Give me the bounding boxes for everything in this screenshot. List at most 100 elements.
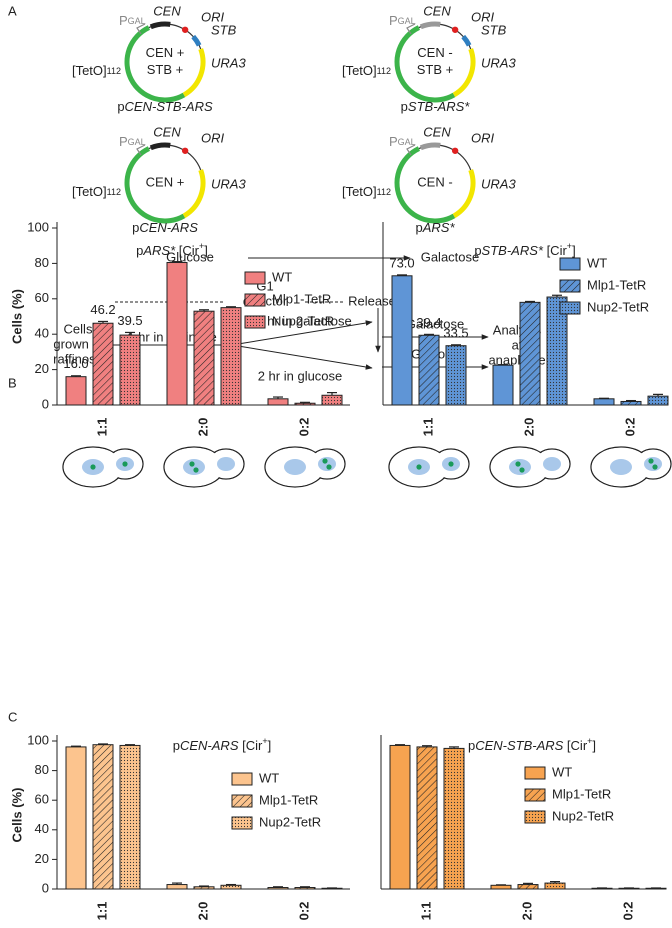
chart-title: pCEN-ARS [Cir+] [173,736,271,753]
legend-label: Mlp1-TetR [587,277,646,292]
chart-title-part: p [468,738,475,753]
promoter-label-part: P [119,13,128,28]
legend-swatch [231,794,253,808]
chart-title-part: p [474,243,481,258]
promoter-arrow [406,144,416,156]
cen-segment [149,142,171,151]
cen-segment [419,21,441,30]
error-bar [273,396,283,399]
cen-segment [149,21,171,30]
plasmid-name: pCEN-ARS [132,220,198,235]
y-tick-label: 100 [27,732,49,747]
error-bar [397,274,407,276]
y-tick-label: 20 [35,361,49,376]
teto-label: [TetO]112 [72,184,121,199]
legend-label: WT [587,255,607,270]
condition: Galactose [421,249,480,264]
bar [647,395,669,406]
bar [267,887,289,890]
x-tick-label: 2:0 [521,418,536,437]
plasmid-backbone [124,25,186,103]
bar [65,376,87,406]
teto-label-part: 112 [107,187,121,197]
inner-label: CEN - [417,174,452,189]
legend-swatch [231,816,253,830]
stb-label: STB [211,22,237,37]
cen-label: CEN [423,124,451,139]
legend-label: Mlp1-TetR [259,792,318,807]
ori-label: ORI [471,130,495,145]
bar [166,262,188,406]
error-bar [98,743,108,745]
error-bar [451,344,461,346]
bar [490,884,512,890]
bar [294,402,316,406]
legend-swatch [524,810,546,824]
error-bar [300,886,310,888]
teto-label: [TetO]112 [342,184,391,199]
teto-label-part: 112 [107,66,121,76]
data-label: 46.2 [90,302,115,317]
error-bar [523,882,533,885]
bar [193,886,215,890]
timeline-label: 2 hr in glucose [258,368,343,383]
chart-title-part: + [199,241,204,251]
chart-title-part: [Cir [175,243,200,258]
legend-swatch [559,257,581,271]
stb-label: STB [481,22,507,37]
error-bar [199,309,209,312]
bar [119,744,141,890]
legend-label: Nup2-TetR [259,814,321,829]
cell-icon [62,446,144,488]
legend-swatch [244,315,266,329]
x-tick-label: 0:2 [296,902,311,921]
promoter-label-part: GAL [398,137,416,147]
data-label: 73.0 [389,255,414,270]
data-label: 33.5 [443,325,468,340]
plasmid-name-part: p [132,220,139,235]
cell-icon [489,446,571,488]
promoter-label-part: P [119,134,128,149]
legend-label: WT [552,764,572,779]
panel-label: A [8,3,17,18]
chart-title-part: + [567,241,572,251]
plasmid-name-part: p [117,99,124,114]
chart-title-part: ] [592,738,596,753]
y-axis-label: Cells (%) [9,289,24,344]
bar [593,398,615,406]
chart-title-part: ] [268,738,272,753]
legend-swatch [231,772,253,786]
legend-swatch [559,301,581,315]
ori-dot [181,147,189,154]
legend-swatch [244,271,266,285]
bar [321,394,343,406]
plasmid-backbone [124,146,186,224]
promoter-arrow [136,23,146,35]
error-bar [226,306,236,308]
y-tick-label: 60 [35,290,49,305]
error-bar [552,294,562,298]
teto-label: [TetO]112 [342,63,391,78]
error-bar [125,744,135,746]
chart-title-part: STB-ARS* [482,243,544,258]
bar [119,334,141,406]
data-label: 39.5 [117,313,142,328]
plasmid-name: pARS* [415,220,455,235]
teto-label-part: 112 [377,187,391,197]
promoter-arrow [406,23,416,35]
plasmid-name: pCEN-STB-ARS [117,99,213,114]
y-tick-label: 20 [35,851,49,866]
timeline-label: 2 hr in galactose [256,313,351,328]
y-tick-label: 0 [42,880,49,895]
bar [267,398,289,406]
promoter-label-part: GAL [128,16,146,26]
legend-label: WT [272,269,292,284]
legend-swatch [559,279,581,293]
x-tick-label: 2:0 [195,418,210,437]
bar [389,744,411,890]
chart-title-part: CEN-STB-ARS [475,738,563,753]
cen-label: CEN [153,124,181,139]
stb-segment [461,34,472,47]
error-bar [172,882,182,885]
